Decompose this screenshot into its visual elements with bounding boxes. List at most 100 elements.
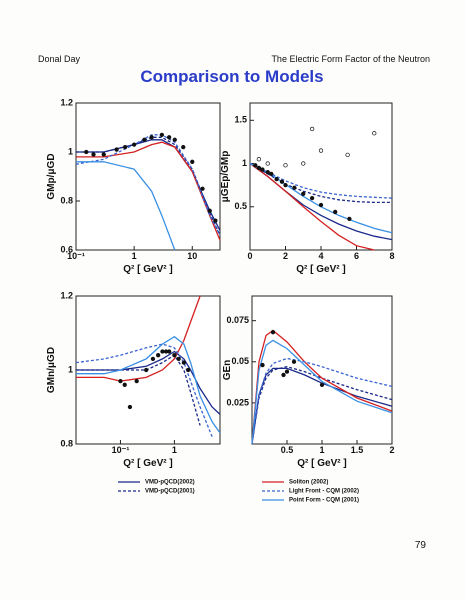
data-point (270, 330, 276, 335)
x-tick-label: 0 (247, 251, 252, 261)
data-point (101, 152, 106, 157)
x-tick-label: 1 (132, 251, 137, 261)
data-point (190, 159, 195, 164)
data-point (91, 152, 96, 157)
data-point (172, 353, 177, 358)
data-point (265, 170, 270, 175)
y-tick-label: 1 (68, 146, 73, 156)
y-tick-label: 0.075 (226, 315, 249, 325)
open-data-point (301, 161, 306, 166)
y-tick-label: 1 (242, 158, 247, 168)
x-axis-label: Q² [ GeV² ] (297, 458, 346, 469)
data-point (131, 142, 137, 147)
data-point (122, 382, 127, 387)
data-point (274, 176, 279, 182)
open-data-point (265, 161, 270, 166)
data-point (167, 349, 172, 354)
open-data-point (283, 163, 288, 168)
y-tick-label: 1 (68, 364, 73, 374)
y-tick-label: 0.05 (231, 356, 249, 366)
data-point (156, 353, 161, 358)
data-point (269, 171, 274, 177)
y-tick-label: 0.8 (60, 195, 73, 205)
x-tick-label: 10⁻¹ (112, 445, 130, 455)
x-tick-label: 1 (319, 445, 324, 455)
slide-title: Comparison to Models (140, 67, 323, 86)
data-point (301, 191, 306, 196)
data-point (200, 186, 205, 191)
y-tick-label: 0.025 (226, 397, 249, 407)
page-number: 79 (415, 540, 427, 551)
y-tick-label: 0.5 (234, 201, 247, 211)
data-point (281, 372, 286, 378)
data-point (134, 378, 139, 384)
model-curve (249, 162, 393, 199)
data-point (144, 367, 149, 373)
x-tick-label: 2 (283, 251, 288, 261)
x-tick-label: 1 (172, 445, 177, 455)
model-curve (76, 161, 176, 251)
data-point (333, 209, 338, 215)
legend-label: VMD-pQCD(2001) (145, 489, 195, 495)
data-point (347, 216, 352, 222)
legend-label: Light Front - CQM (2002) (289, 489, 359, 495)
data-point (160, 349, 165, 354)
model-curve (76, 141, 221, 241)
x-axis-label: Q² [ GeV² ] (123, 264, 172, 275)
model-curve (251, 366, 393, 445)
data-point (319, 382, 325, 387)
plot-frame (251, 295, 393, 445)
data-point (309, 195, 315, 201)
x-tick-label: 10⁻¹ (67, 251, 85, 261)
data-point (176, 356, 181, 362)
y-axis-label: GMn/μGD (46, 347, 57, 393)
y-axis-label: GEn (222, 360, 233, 381)
data-point (142, 137, 147, 142)
y-tick-label: 1.2 (60, 97, 73, 107)
data-point (172, 137, 177, 142)
x-tick-label: 6 (354, 251, 359, 261)
model-curve (76, 335, 221, 434)
open-data-point (309, 126, 315, 132)
data-point (260, 167, 265, 172)
model-curve (251, 339, 393, 445)
data-point (256, 165, 262, 171)
x-tick-label: 2 (389, 445, 394, 455)
data-point (291, 359, 297, 364)
model-curve (76, 354, 201, 426)
data-point (118, 378, 123, 384)
x-tick-label: 4 (318, 251, 323, 261)
data-point (260, 362, 265, 368)
y-tick-label: 0.8 (60, 438, 73, 448)
legend-label: VMD-pQCD(2002) (145, 480, 195, 486)
plot-frame (249, 102, 393, 251)
open-data-point (318, 148, 324, 153)
open-data-point (256, 157, 262, 162)
x-tick-label: 1.5 (351, 445, 364, 455)
x-axis-label: Q² [ GeV² ] (123, 458, 172, 469)
data-point (207, 208, 212, 213)
model-curve (75, 343, 213, 437)
x-tick-label: 0.5 (281, 445, 294, 455)
y-tick-label: 1.5 (234, 115, 247, 125)
legend-label: Soliton (2002) (289, 480, 328, 486)
data-point (122, 144, 128, 150)
x-tick-label: 10 (187, 251, 197, 261)
y-tick-label: 0.6 (60, 244, 73, 254)
model-curve (76, 295, 201, 382)
data-point (166, 135, 172, 140)
data-point (150, 356, 156, 362)
data-point (186, 367, 191, 373)
open-data-point (345, 152, 350, 158)
model-curve (251, 357, 393, 445)
data-point (149, 135, 154, 140)
data-point (279, 179, 285, 184)
data-point (181, 360, 187, 365)
data-point (213, 218, 218, 223)
author: Donal Day (38, 54, 81, 64)
plot-frame (75, 102, 221, 251)
y-tick-label: 1.2 (60, 290, 73, 300)
y-axis-label: GMp/μGD (46, 153, 57, 199)
